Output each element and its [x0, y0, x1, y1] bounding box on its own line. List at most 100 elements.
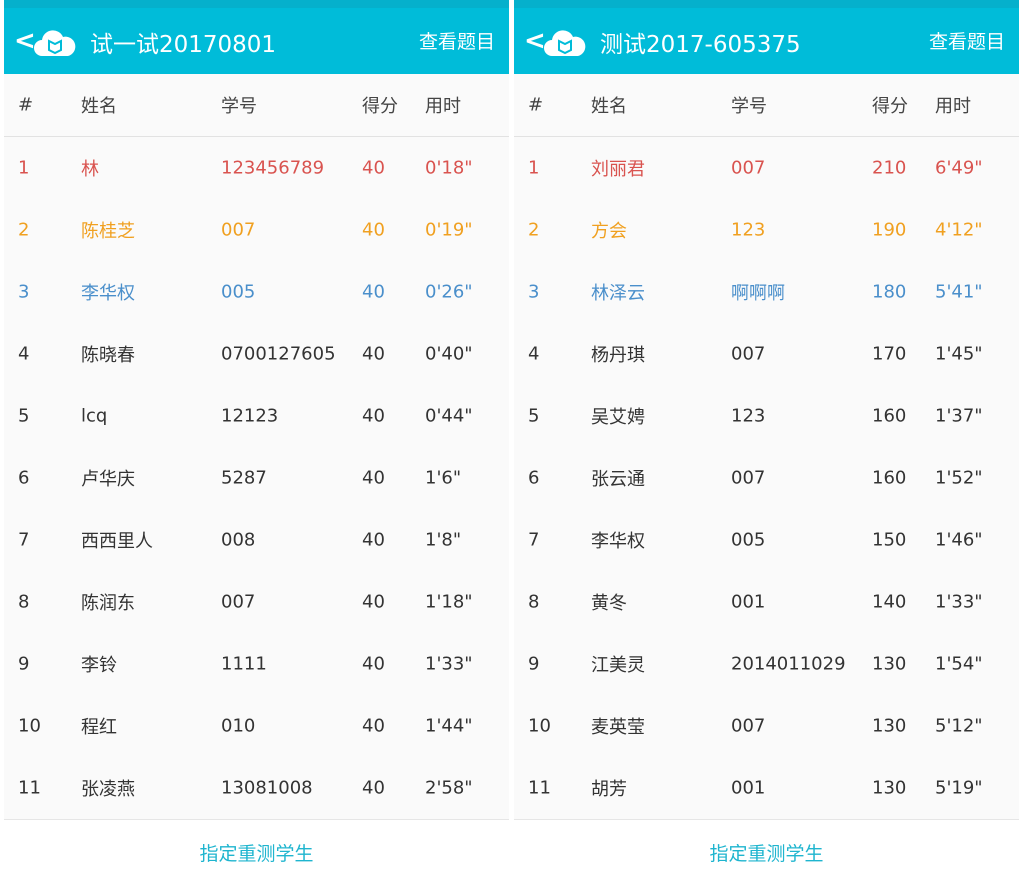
cell-name: 卢华庆	[81, 469, 135, 490]
table-row[interactable]: 11 张凌燕 13081008 40 2'58"	[4, 757, 509, 819]
table-header: # 姓名 学号 得分 用时	[514, 74, 1019, 137]
cell-name: 方会	[591, 221, 627, 242]
cell-student-id: 007	[731, 157, 766, 179]
table-row[interactable]: 10 程红 010 40 1'44"	[4, 695, 509, 757]
cell-student-id: 001	[731, 591, 766, 613]
cell-time: 0'18"	[425, 157, 473, 179]
column-header-name: 姓名	[81, 96, 117, 117]
table-row[interactable]: 7 西西里人 008 40 1'8"	[4, 509, 509, 571]
table-row[interactable]: 6 张云通 007 160 1'52"	[514, 447, 1019, 509]
result-panel: < 试一试20170801 查看题目 # 姓名 学号 得分 用时 1 林 123456789 4…	[4, 0, 509, 875]
table-row[interactable]: 4 杨丹琪 007 170 1'45"	[514, 323, 1019, 385]
cell-score: 130	[872, 715, 907, 737]
table-row[interactable]: 4 陈晓春 0700127605 40 0'40"	[4, 323, 509, 385]
cell-score: 40	[362, 777, 385, 799]
cell-name: 李华权	[591, 531, 645, 552]
retest-students-button[interactable]: 指定重测学生	[709, 842, 824, 865]
cell-rank: 11	[528, 777, 551, 799]
cell-time: 1'37"	[935, 405, 983, 427]
cell-time: 0'19"	[425, 219, 473, 241]
table-row[interactable]: 6 卢华庆 5287 40 1'6"	[4, 447, 509, 509]
cell-score: 170	[872, 343, 907, 365]
cell-student-id: 005	[731, 529, 766, 551]
cell-score: 130	[872, 653, 907, 675]
cell-rank: 6	[18, 467, 30, 489]
cell-score: 160	[872, 467, 907, 489]
cell-time: 5'19"	[935, 777, 983, 799]
cell-rank: 4	[528, 343, 540, 365]
cell-time: 0'44"	[425, 405, 473, 427]
cell-time: 4'12"	[935, 219, 983, 241]
table-row[interactable]: 8 黄冬 001 140 1'33"	[514, 571, 1019, 633]
cell-name: 陈晓春	[81, 345, 135, 366]
table-row[interactable]: 10 麦英莹 007 130 5'12"	[514, 695, 1019, 757]
cell-rank: 5	[528, 405, 540, 427]
cell-time: 1'54"	[935, 653, 983, 675]
cell-score: 40	[362, 343, 385, 365]
cell-time: 5'12"	[935, 715, 983, 737]
cell-time: 2'58"	[425, 777, 473, 799]
cell-rank: 10	[18, 715, 41, 737]
table-row[interactable]: 3 李华权 005 40 0'26"	[4, 261, 509, 323]
cell-score: 40	[362, 281, 385, 303]
cell-rank: 3	[18, 281, 30, 303]
table-row[interactable]: 11 胡芳 001 130 5'19"	[514, 757, 1019, 819]
cell-student-id: 007	[221, 219, 256, 241]
cell-rank: 9	[18, 653, 30, 675]
back-icon[interactable]: <	[14, 26, 36, 56]
cell-time: 1'8"	[425, 529, 462, 551]
cell-name: 胡芳	[591, 779, 627, 800]
cell-name: 吴艾娉	[591, 407, 645, 428]
cell-student-id: 007	[731, 715, 766, 737]
cell-name: 西西里人	[81, 531, 153, 552]
cell-score: 190	[872, 219, 907, 241]
cell-score: 40	[362, 405, 385, 427]
header-bar: < 测试2017-605375 查看题目	[514, 0, 1019, 74]
table-row[interactable]: 3 林泽云 啊啊啊 180 5'41"	[514, 261, 1019, 323]
cell-student-id: 12123	[221, 405, 279, 427]
cell-time: 1'45"	[935, 343, 983, 365]
cell-student-id: 010	[221, 715, 256, 737]
cloud-book-logo-icon	[34, 30, 76, 56]
view-questions-button[interactable]: 查看题目	[418, 31, 495, 53]
table-row[interactable]: 1 林 123456789 40 0'18"	[4, 137, 509, 199]
view-questions-button[interactable]: 查看题目	[928, 31, 1005, 53]
retest-students-button[interactable]: 指定重测学生	[199, 842, 314, 865]
column-header-time: 用时	[935, 96, 971, 117]
cell-student-id: 007	[731, 343, 766, 365]
table-row[interactable]: 1 刘丽君 007 210 6'49"	[514, 137, 1019, 199]
cell-rank: 11	[18, 777, 41, 799]
cell-name: 林泽云	[591, 283, 645, 304]
result-panel: < 测试2017-605375 查看题目 # 姓名 学号 得分 用时 1 刘丽君 007 210…	[514, 0, 1019, 875]
column-header-time: 用时	[425, 96, 461, 117]
table-row[interactable]: 7 李华权 005 150 1'46"	[514, 509, 1019, 571]
cell-name: lcq	[81, 405, 108, 427]
table-row[interactable]: 5 lcq 12123 40 0'44"	[4, 385, 509, 447]
cell-rank: 7	[18, 529, 30, 551]
cell-rank: 8	[18, 591, 30, 613]
column-header-score: 得分	[362, 96, 398, 117]
cell-score: 160	[872, 405, 907, 427]
cell-rank: 1	[528, 157, 540, 179]
cell-name: 张凌燕	[81, 779, 135, 800]
table-row[interactable]: 5 吴艾娉 123 160 1'37"	[514, 385, 1019, 447]
cell-time: 0'40"	[425, 343, 473, 365]
cell-score: 210	[872, 157, 907, 179]
back-icon[interactable]: <	[524, 26, 546, 56]
cell-student-id: 啊啊啊	[731, 283, 785, 304]
table-row[interactable]: 2 方会 123 190 4'12"	[514, 199, 1019, 261]
table-row[interactable]: 9 李铃 1111 40 1'33"	[4, 633, 509, 695]
cell-rank: 5	[18, 405, 30, 427]
table-row[interactable]: 2 陈桂芝 007 40 0'19"	[4, 199, 509, 261]
table-row[interactable]: 9 江美灵 2014011029 130 1'54"	[514, 633, 1019, 695]
results-table: # 姓名 学号 得分 用时 1 林 123456789 40 0'18" 2 陈桂芝 007 40 0'19…	[4, 74, 509, 820]
cell-score: 40	[362, 529, 385, 551]
cell-name: 李华权	[81, 283, 135, 304]
column-header-score: 得分	[872, 96, 908, 117]
cell-student-id: 13081008	[221, 777, 313, 799]
cell-name: 程红	[81, 717, 117, 738]
table-row[interactable]: 8 陈润东 007 40 1'18"	[4, 571, 509, 633]
cell-rank: 10	[528, 715, 551, 737]
cell-student-id: 007	[731, 467, 766, 489]
cloud-book-logo-icon	[544, 30, 586, 56]
